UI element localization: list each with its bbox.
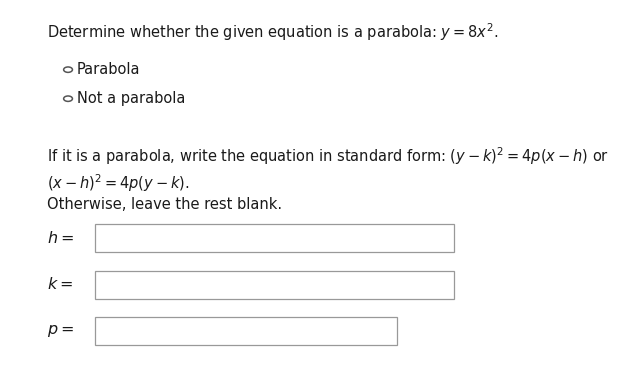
- Text: If it is a parabola, write the equation in standard form: $(y - k)^2 = 4p(x - h): If it is a parabola, write the equation …: [47, 145, 609, 167]
- Text: $p =$: $p =$: [47, 323, 74, 339]
- FancyBboxPatch shape: [94, 224, 454, 252]
- Text: Otherwise, leave the rest blank.: Otherwise, leave the rest blank.: [47, 197, 282, 212]
- Circle shape: [64, 67, 72, 72]
- Text: Not a parabola: Not a parabola: [77, 91, 185, 106]
- FancyBboxPatch shape: [94, 317, 397, 345]
- Text: $k =$: $k =$: [47, 276, 73, 293]
- Text: $h =$: $h =$: [47, 230, 74, 246]
- Text: Determine whether the given equation is a parabola: $y = 8x^2$.: Determine whether the given equation is …: [47, 21, 498, 43]
- Text: $(x - h)^2 = 4p(y - k)$.: $(x - h)^2 = 4p(y - k)$.: [47, 172, 190, 194]
- FancyBboxPatch shape: [94, 271, 454, 299]
- Text: Parabola: Parabola: [77, 62, 140, 77]
- Circle shape: [64, 96, 72, 101]
